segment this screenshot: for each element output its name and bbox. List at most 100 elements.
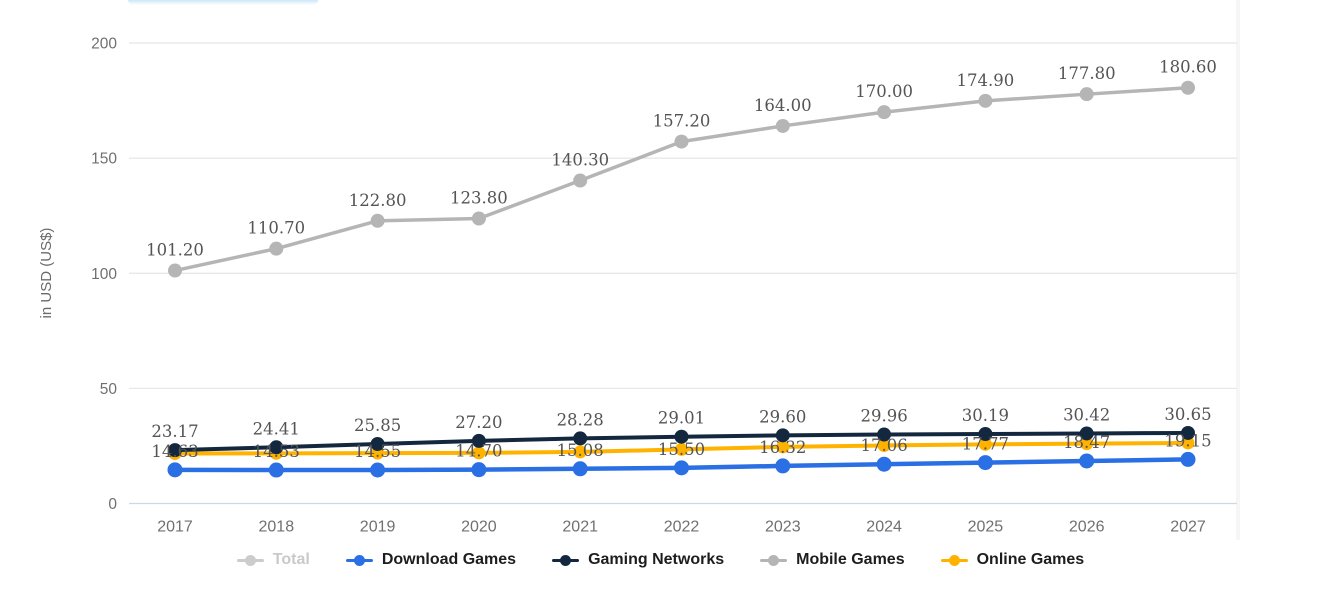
value-label-gaming-networks: 30.42 bbox=[1063, 405, 1110, 424]
data-point-gaming-networks[interactable] bbox=[573, 431, 588, 446]
data-point-gaming-networks[interactable] bbox=[978, 426, 993, 441]
data-point-download-games[interactable] bbox=[1180, 451, 1196, 467]
x-tick-label: 2018 bbox=[259, 519, 295, 536]
value-label-mobile-games: 140.30 bbox=[551, 151, 609, 170]
data-point-mobile-games[interactable] bbox=[370, 213, 385, 228]
y-tick-label: 150 bbox=[91, 151, 117, 168]
legend-marker-icon bbox=[940, 554, 968, 566]
legend-item-mobile-games[interactable]: Mobile Games bbox=[760, 551, 905, 569]
x-tick-label: 2025 bbox=[968, 519, 1004, 536]
data-point-mobile-games[interactable] bbox=[674, 134, 689, 149]
x-tick-label: 2020 bbox=[461, 519, 497, 536]
data-point-gaming-networks[interactable] bbox=[775, 428, 790, 443]
x-tick-label: 2024 bbox=[866, 519, 902, 536]
data-point-mobile-games[interactable] bbox=[168, 263, 182, 278]
value-label-gaming-networks: 27.20 bbox=[455, 413, 502, 432]
data-point-gaming-networks[interactable] bbox=[1079, 426, 1094, 441]
data-point-download-games[interactable] bbox=[1079, 453, 1095, 469]
y-tick-label: 100 bbox=[91, 266, 117, 283]
legend-item-online-games[interactable]: Online Games bbox=[940, 551, 1085, 569]
data-point-download-games[interactable] bbox=[471, 462, 487, 478]
data-point-gaming-networks[interactable] bbox=[269, 440, 284, 455]
data-point-mobile-games[interactable] bbox=[1181, 80, 1195, 95]
data-point-online-games[interactable] bbox=[675, 442, 688, 456]
value-label-mobile-games: 174.90 bbox=[957, 71, 1015, 90]
data-point-mobile-games[interactable] bbox=[877, 105, 892, 120]
value-label-gaming-networks: 23.17 bbox=[151, 422, 198, 441]
data-point-gaming-networks[interactable] bbox=[674, 429, 689, 444]
value-label-download-games: 19.15 bbox=[1164, 431, 1211, 450]
data-point-online-games[interactable] bbox=[1181, 436, 1195, 450]
data-point-online-games[interactable] bbox=[472, 446, 486, 460]
legend-label: Download Games bbox=[381, 551, 517, 568]
y-tick-label: 200 bbox=[91, 36, 117, 53]
x-tick-label: 2021 bbox=[562, 519, 598, 536]
data-point-mobile-games[interactable] bbox=[573, 173, 588, 188]
data-point-download-games[interactable] bbox=[876, 456, 892, 472]
data-point-download-games[interactable] bbox=[674, 460, 689, 476]
data-point-download-games[interactable] bbox=[775, 458, 791, 474]
value-label-mobile-games: 157.20 bbox=[653, 112, 711, 131]
value-label-download-games: 16.32 bbox=[759, 438, 806, 457]
data-point-gaming-networks[interactable] bbox=[1181, 425, 1195, 440]
legend-marker-icon bbox=[236, 554, 264, 566]
x-tick-label: 2023 bbox=[765, 519, 801, 536]
data-point-mobile-games[interactable] bbox=[978, 93, 993, 108]
data-point-download-games[interactable] bbox=[572, 461, 588, 477]
value-label-mobile-games: 170.00 bbox=[855, 82, 913, 101]
value-label-download-games: 14.55 bbox=[354, 442, 401, 461]
data-point-online-games[interactable] bbox=[877, 438, 891, 452]
value-label-mobile-games: 123.80 bbox=[450, 189, 508, 208]
value-label-download-games: 17.77 bbox=[962, 435, 1009, 454]
legend-marker-icon bbox=[345, 554, 373, 566]
chart-area: 0 50 100 150 200 in USD (US$) 2017 2018 2019 2020… bbox=[38, 0, 1240, 540]
data-point-download-games[interactable] bbox=[268, 462, 284, 478]
data-point-gaming-networks[interactable] bbox=[370, 436, 385, 451]
data-point-mobile-games[interactable] bbox=[775, 118, 790, 133]
data-point-gaming-networks[interactable] bbox=[877, 427, 892, 442]
plot-right-edge bbox=[1236, 0, 1240, 540]
value-label-download-games: 14.70 bbox=[455, 442, 502, 461]
value-label-gaming-networks: 29.60 bbox=[759, 407, 806, 426]
legend-label: Mobile Games bbox=[796, 551, 905, 568]
legend-marker-icon bbox=[760, 554, 788, 566]
y-tick-label: 50 bbox=[100, 381, 118, 398]
data-point-download-games[interactable] bbox=[370, 462, 386, 478]
data-point-download-games[interactable] bbox=[977, 455, 993, 471]
value-label-mobile-games: 177.80 bbox=[1058, 64, 1116, 83]
legend-item-total[interactable]: Total bbox=[236, 551, 310, 569]
data-point-download-games[interactable] bbox=[167, 462, 183, 478]
value-label-gaming-networks: 25.85 bbox=[354, 416, 401, 435]
value-label-gaming-networks: 28.28 bbox=[557, 410, 604, 429]
legend-label: Gaming Networks bbox=[588, 551, 725, 568]
legend-item-gaming-networks[interactable]: Gaming Networks bbox=[552, 551, 724, 569]
legend-marker-icon bbox=[552, 554, 580, 566]
value-label-gaming-networks: 24.41 bbox=[253, 419, 300, 438]
y-tick-label: 0 bbox=[108, 496, 117, 513]
value-label-mobile-games: 122.80 bbox=[349, 191, 407, 210]
legend-item-download-games[interactable]: Download Games bbox=[345, 551, 517, 569]
value-label-mobile-games: 101.20 bbox=[146, 241, 204, 260]
data-point-mobile-games[interactable] bbox=[471, 211, 486, 226]
value-label-mobile-games: 164.00 bbox=[754, 96, 812, 115]
value-label-gaming-networks: 29.96 bbox=[860, 407, 907, 426]
data-point-online-games[interactable] bbox=[978, 437, 992, 451]
data-point-gaming-networks[interactable] bbox=[471, 433, 486, 448]
legend-label: Online Games bbox=[976, 551, 1085, 568]
data-point-gaming-networks[interactable] bbox=[168, 443, 182, 458]
data-point-online-games[interactable] bbox=[1080, 437, 1094, 451]
value-label-download-games: 14.53 bbox=[253, 442, 300, 461]
x-tick-label: 2022 bbox=[664, 519, 700, 536]
data-point-mobile-games[interactable] bbox=[1079, 87, 1094, 102]
value-label-gaming-networks: 30.19 bbox=[962, 406, 1009, 425]
value-label-download-games: 15.50 bbox=[658, 440, 705, 459]
x-tick-label: 2019 bbox=[360, 519, 396, 536]
value-label-mobile-games: 110.70 bbox=[247, 219, 305, 238]
data-point-online-games[interactable] bbox=[573, 445, 587, 459]
data-point-online-games[interactable] bbox=[776, 440, 790, 454]
legend: Total Download Games Gaming Networks Mobile… bbox=[0, 551, 1321, 569]
value-label-download-games: 14.63 bbox=[151, 442, 198, 461]
x-tick-label: 2017 bbox=[157, 519, 193, 536]
data-point-mobile-games[interactable] bbox=[269, 241, 284, 256]
x-tick-label: 2026 bbox=[1069, 519, 1105, 536]
